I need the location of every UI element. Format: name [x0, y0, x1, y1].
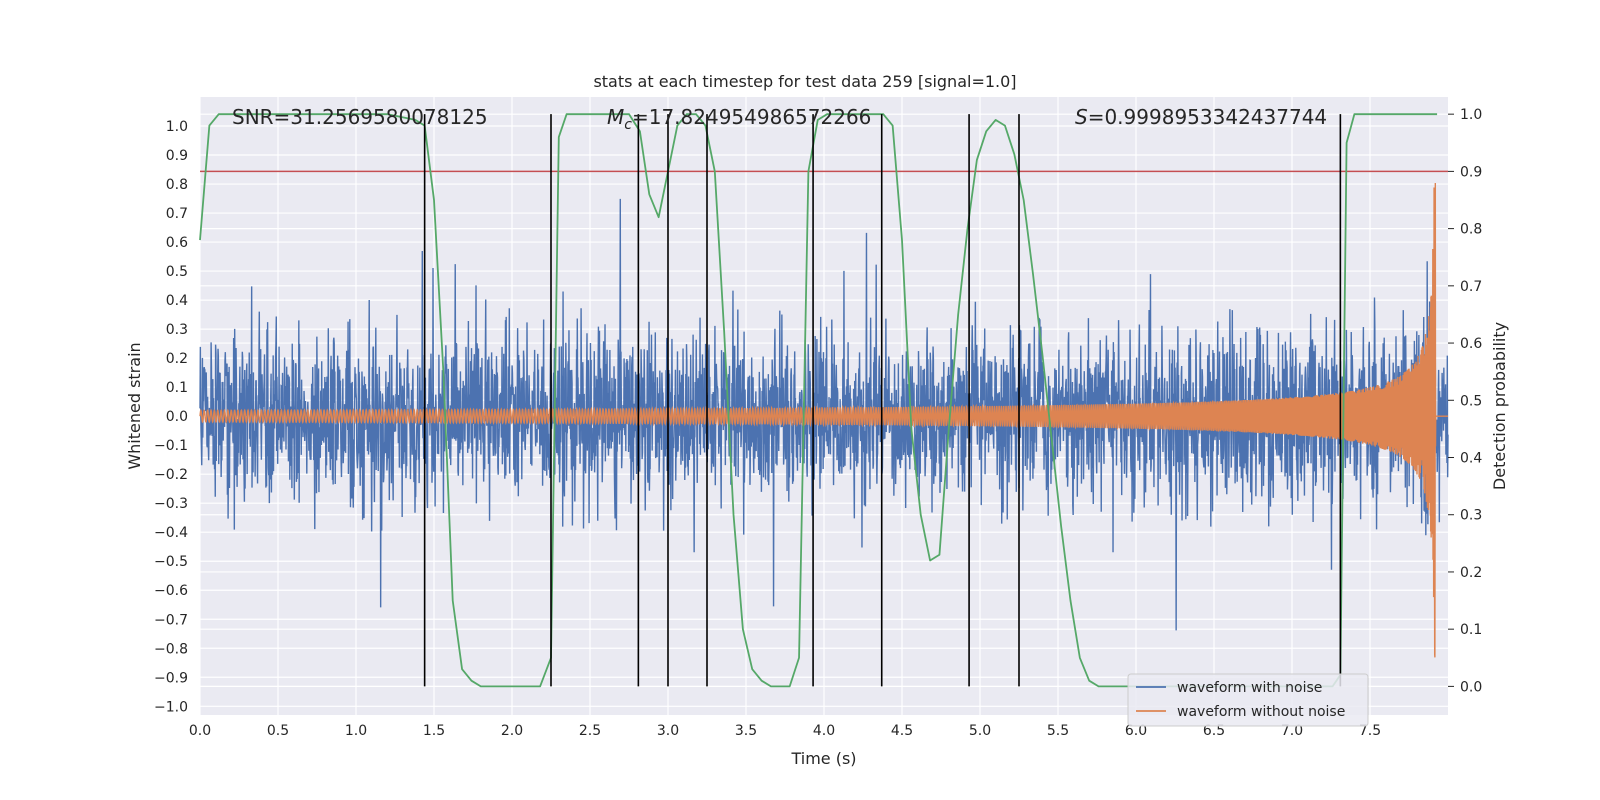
y-left-tick-label: −0.9 — [154, 670, 188, 686]
y-left-tick-label: −0.8 — [154, 641, 188, 657]
x-tick-label: 4.5 — [891, 723, 913, 739]
legend-label-clean: waveform without noise — [1177, 704, 1345, 720]
y-right-tick-label: 0.1 — [1460, 622, 1482, 638]
y-left-tick-label: −0.5 — [154, 554, 188, 570]
y-left-axis-ticks: 1.0 0.9 0.8 0.7 0.6 0.5 0.4 0.3 0.2 0.1 0.0 −0.1 −0.… — [154, 119, 188, 715]
y-left-axis-label: Whitened strain — [125, 342, 144, 469]
legend: waveform with noise waveform without noi… — [1127, 673, 1369, 727]
y-right-tick-label: 0.0 — [1460, 679, 1482, 695]
y-left-tick-label: 0.6 — [166, 235, 188, 251]
y-right-tick-label: 0.9 — [1460, 164, 1482, 180]
chart-title: stats at each timestep for test data 259… — [593, 72, 1016, 91]
y-left-tick-label: −0.4 — [154, 525, 188, 541]
x-tick-label: 1.0 — [345, 723, 367, 739]
x-axis-ticks: 0.0 0.5 1.0 1.5 2.0 2.5 3.0 3.5 4.0 4.5 5.0 5.5 6.0 6… — [189, 723, 1381, 739]
series-waveform-without-noise — [199, 182, 1448, 658]
y-right-tick-label: 0.2 — [1460, 565, 1482, 581]
legend-label-noise: waveform with noise — [1177, 680, 1322, 696]
x-tick-label: 3.0 — [657, 723, 679, 739]
significance-symbol: S — [1075, 105, 1088, 129]
significance-annotation: S=0.9998953342437744 — [1075, 105, 1327, 129]
chirp-mass-subscript: c — [624, 117, 632, 133]
x-tick-label: 1.5 — [423, 723, 445, 739]
y-left-tick-label: 0.4 — [166, 293, 188, 309]
x-tick-label: 5.0 — [969, 723, 991, 739]
y-left-tick-label: −0.7 — [154, 612, 188, 628]
y-left-tick-label: −0.2 — [154, 467, 188, 483]
y-right-tick-label: 0.3 — [1460, 508, 1482, 524]
x-tick-label: 7.5 — [1359, 723, 1381, 739]
y-left-tick-label: 0.0 — [166, 409, 188, 425]
y-right-axis-label: Detection probability — [1490, 322, 1509, 490]
x-axis-label: Time (s) — [790, 749, 856, 768]
noise-waveform-line — [199, 198, 1449, 631]
y-right-tick-label: 0.6 — [1460, 336, 1482, 352]
y-right-tick-label: 0.8 — [1460, 222, 1482, 238]
significance-value: =0.9998953342437744 — [1088, 105, 1327, 129]
legend-box — [1127, 673, 1369, 727]
y-left-tick-label: 0.3 — [166, 322, 188, 338]
y-left-tick-label: −0.3 — [154, 496, 188, 512]
y-left-tick-label: 0.9 — [166, 148, 188, 164]
y-right-tick-label: 0.7 — [1460, 279, 1482, 295]
clean-waveform-line — [199, 182, 1448, 658]
chirp-mass-symbol: M — [607, 105, 624, 129]
y-right-tick-label: 1.0 — [1460, 107, 1482, 123]
x-tick-label: 4.0 — [813, 723, 835, 739]
y-left-tick-label: −0.6 — [154, 583, 188, 599]
y-left-tick-label: 1.0 — [166, 119, 188, 135]
x-tick-label: 6.5 — [1203, 723, 1225, 739]
y-left-tick-label: 0.5 — [166, 264, 188, 280]
y-left-tick-label: 0.7 — [166, 206, 188, 222]
vertical-markers — [423, 114, 1342, 687]
x-tick-label: 2.0 — [501, 723, 523, 739]
probability-line — [199, 113, 1438, 688]
y-left-tick-label: 0.8 — [166, 177, 188, 193]
y-left-tick-label: 0.2 — [166, 351, 188, 367]
x-tick-label: 3.5 — [735, 723, 757, 739]
snr-annotation: SNR=31.2569580078125 — [232, 105, 488, 129]
series-waveform-with-noise — [199, 198, 1449, 631]
y-left-tick-label: −0.1 — [154, 438, 188, 454]
x-tick-label: 0.5 — [267, 723, 289, 739]
x-tick-label: 5.5 — [1047, 723, 1069, 739]
chirp-mass-annotation: Mc=17.824954986572266 — [607, 105, 871, 133]
y-right-tick-label: 0.4 — [1460, 451, 1482, 467]
y-right-axis-ticks: 1.0 0.9 0.8 0.7 0.6 0.5 0.4 0.3 0.2 0.1 0.0 — [1448, 107, 1482, 695]
y-left-tick-label: −1.0 — [154, 699, 188, 715]
x-tick-label: 7.0 — [1281, 723, 1303, 739]
chirp-mass-value: =17.824954986572266 — [632, 105, 871, 129]
series-detection-probability — [199, 113, 1438, 688]
y-left-tick-label: 0.1 — [166, 380, 188, 396]
y-right-tick-label: 0.5 — [1460, 393, 1482, 409]
x-tick-label: 2.5 — [579, 723, 601, 739]
x-tick-label: 6.0 — [1125, 723, 1147, 739]
x-tick-label: 0.0 — [189, 723, 211, 739]
